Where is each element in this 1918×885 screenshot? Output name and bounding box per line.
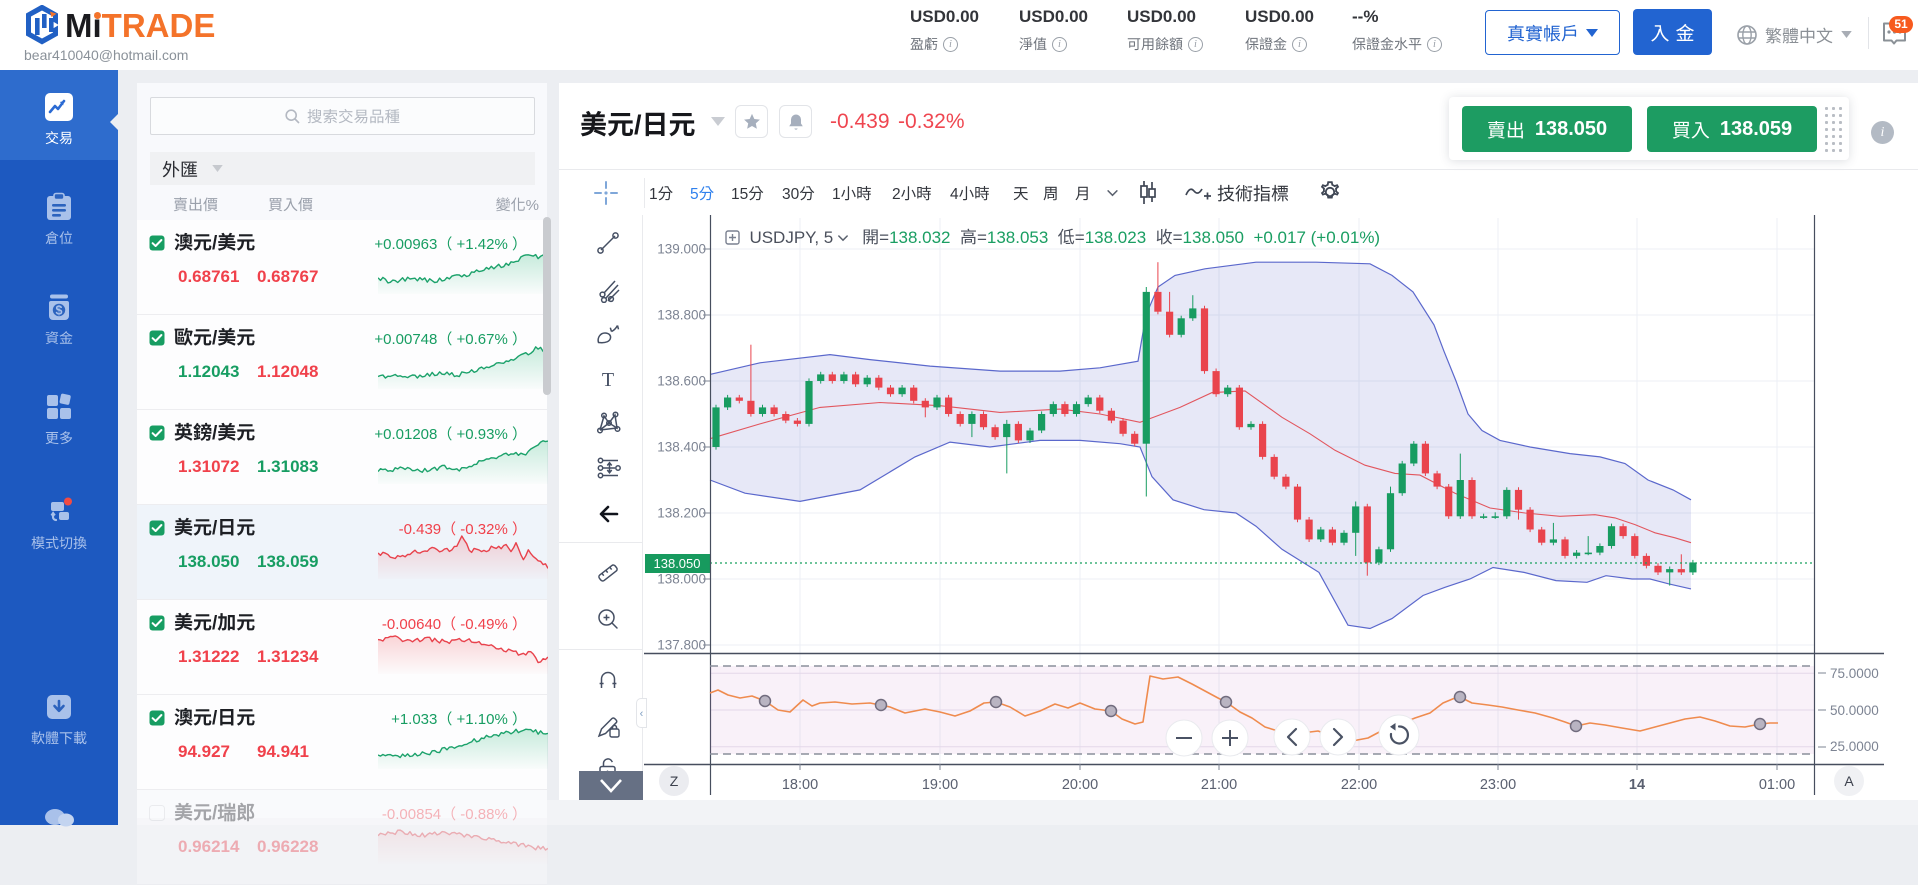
svg-text:138.400: 138.400 (657, 440, 706, 455)
svg-text:138.800: 138.800 (657, 308, 706, 323)
svg-text:21:00: 21:00 (1201, 777, 1237, 793)
svg-text:A: A (1844, 773, 1854, 789)
svg-text:138.050: 138.050 (654, 556, 701, 571)
svg-text:138.600: 138.600 (657, 374, 706, 389)
svg-text:18:00: 18:00 (782, 777, 818, 793)
svg-text:139.000: 139.000 (657, 242, 706, 257)
svg-text:137.800: 137.800 (657, 638, 706, 653)
svg-text:14: 14 (1629, 777, 1645, 793)
svg-text:23:00: 23:00 (1480, 777, 1516, 793)
svg-text:75.0000: 75.0000 (1830, 666, 1879, 681)
svg-text:Z: Z (670, 773, 679, 789)
svg-text:25.0000: 25.0000 (1830, 739, 1879, 754)
svg-text:138.200: 138.200 (657, 506, 706, 521)
svg-text:T: T (602, 369, 614, 391)
svg-text:50.0000: 50.0000 (1830, 703, 1879, 718)
svg-text:138.000: 138.000 (657, 572, 706, 587)
svg-text:19:00: 19:00 (922, 777, 958, 793)
svg-text:22:00: 22:00 (1341, 777, 1377, 793)
svg-text:$: $ (56, 304, 63, 318)
svg-text:01:00: 01:00 (1759, 777, 1795, 793)
svg-text:20:00: 20:00 (1062, 777, 1098, 793)
